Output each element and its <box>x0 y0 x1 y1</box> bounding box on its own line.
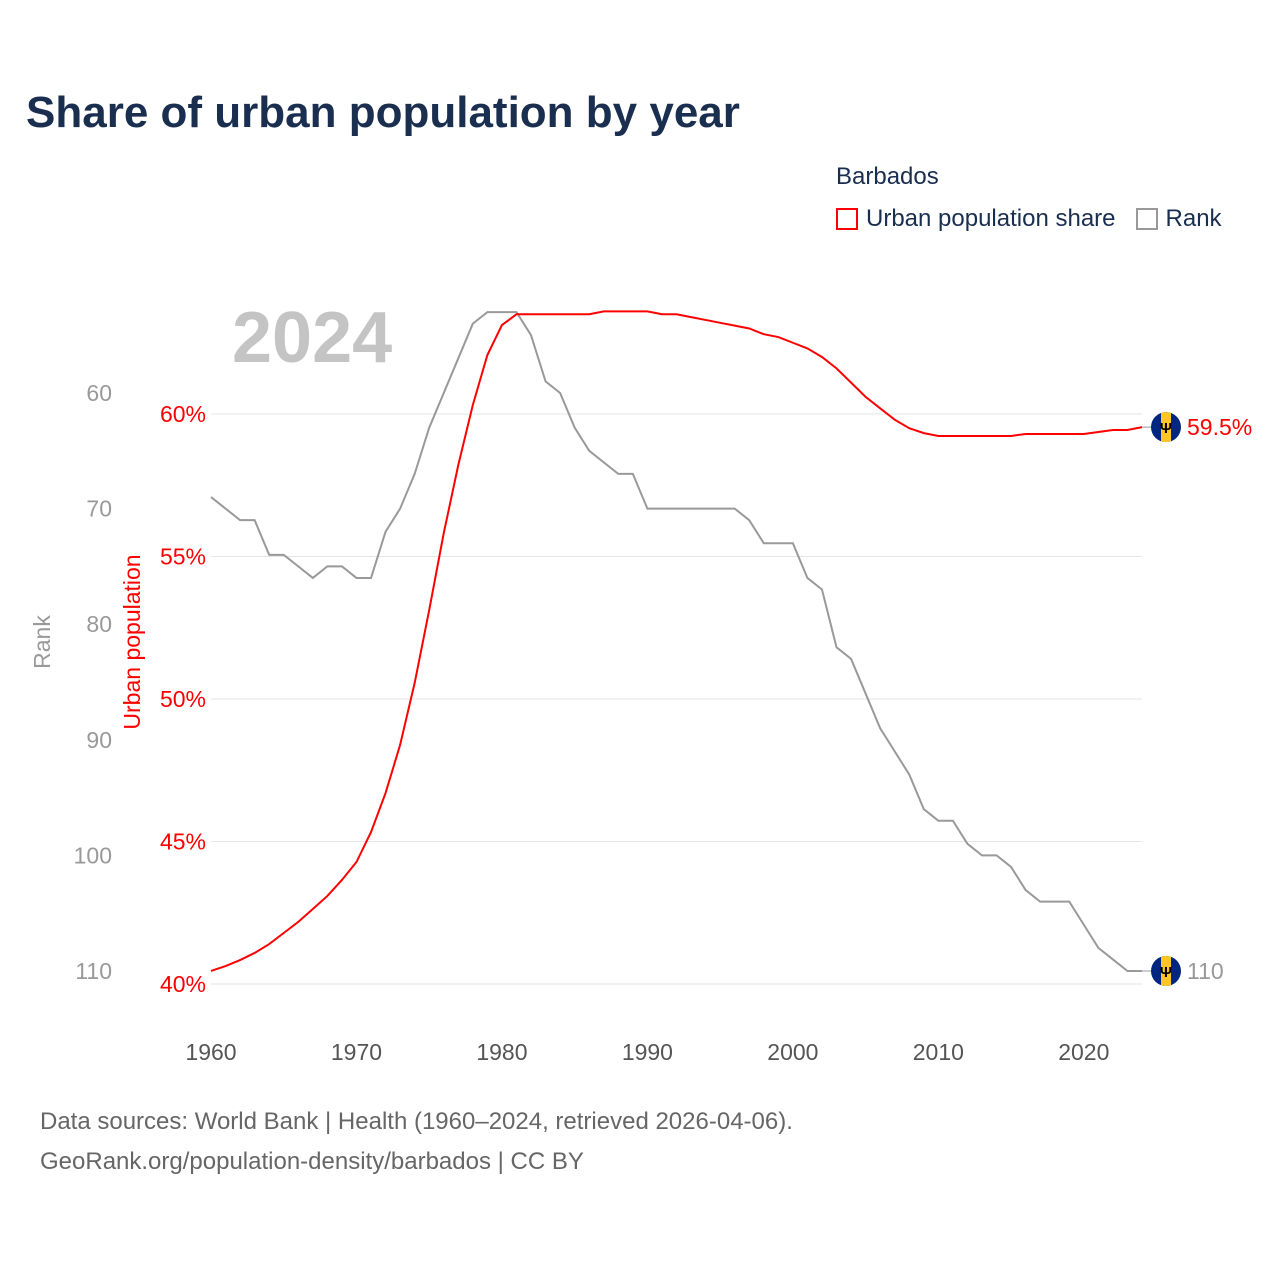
urban-tick-label: 45% <box>160 829 206 855</box>
svg-text:Ψ: Ψ <box>1160 420 1172 437</box>
x-tick-label: 1960 <box>185 1039 236 1065</box>
legend-swatch-urban[interactable] <box>836 208 858 230</box>
urban-end-label: 59.5% <box>1187 414 1252 440</box>
rank-tick-label: 60 <box>86 380 112 406</box>
legend-label-urban[interactable]: Urban population share <box>866 205 1116 232</box>
x-tick-label: 1990 <box>622 1039 673 1065</box>
urban-tick-label: 50% <box>160 686 206 712</box>
page-title: Share of urban population by year <box>26 88 740 137</box>
footer-sources: Data sources: World Bank | Health (1960–… <box>40 1108 793 1135</box>
legend-title: Barbados <box>836 163 939 190</box>
rank-axis-label: Rank <box>29 615 55 669</box>
urban-tick-label: 55% <box>160 544 206 570</box>
rank-line <box>210 311 1142 972</box>
x-tick-label: 2010 <box>913 1039 964 1065</box>
legend: Urban population share Rank <box>836 205 1222 233</box>
urban-tick-label: 40% <box>160 971 206 997</box>
x-tick-label: 1980 <box>476 1039 527 1065</box>
year-watermark: 2024 <box>232 298 392 378</box>
rank-tick-label: 90 <box>86 727 112 753</box>
legend-label-rank[interactable]: Rank <box>1165 205 1222 232</box>
x-tick-label: 2000 <box>767 1039 818 1065</box>
urban-axis-label: Urban population <box>119 554 145 729</box>
rank-tick-label: 110 <box>75 958 112 984</box>
barbados-flag-icon-rank: Ψ <box>1151 956 1181 986</box>
rank-tick-label: 80 <box>86 611 112 637</box>
rank-tick-label: 70 <box>86 496 112 522</box>
rank-end-label: 110 <box>1187 958 1224 984</box>
urban-tick-label: 60% <box>160 401 206 427</box>
footer-link[interactable]: GeoRank.org/population-density/barbados … <box>40 1148 584 1175</box>
x-tick-label: 2020 <box>1058 1039 1109 1065</box>
barbados-flag-icon: Ψ <box>1151 412 1181 443</box>
x-tick-label: 1970 <box>331 1039 382 1065</box>
rank-tick-label: 100 <box>74 842 112 868</box>
legend-swatch-rank[interactable] <box>1135 208 1158 230</box>
svg-text:Ψ: Ψ <box>1160 964 1172 981</box>
urban-line <box>210 310 1143 972</box>
